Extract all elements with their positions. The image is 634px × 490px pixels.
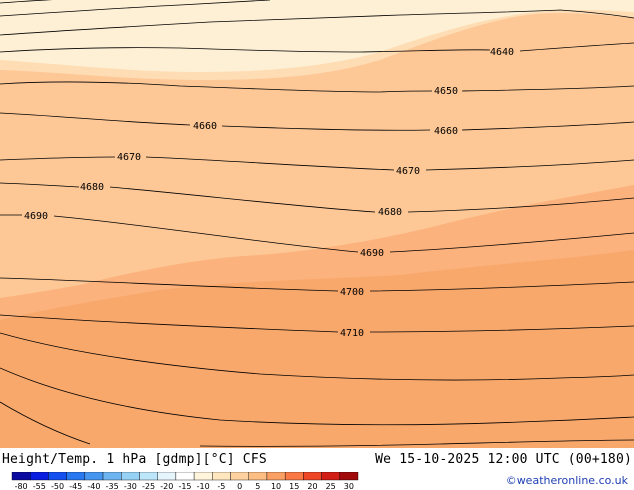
colorbar-tick-label: -45 [69,482,82,490]
colorbar-tick-label: -80 [15,482,28,490]
colorbar-tick-label: -25 [142,482,155,490]
contour-line [0,214,634,253]
colorbar-swatch [84,472,104,481]
colorbar-tick-label: -30 [124,482,137,490]
contour-line [0,81,634,93]
colorbar-tick-label: 25 [326,482,336,490]
colorbar-tick-label: 0 [237,482,242,490]
contour-line [0,401,634,447]
colorbar-swatch [102,472,122,481]
colorbar-tick-label: 20 [307,482,317,490]
colorbar-tick-label: 10 [271,482,281,490]
colorbar-swatch [48,472,67,481]
contour-label: 4670 [117,152,141,163]
contour-label: 4670 [396,166,420,177]
colorbar-tick-label: -35 [106,482,119,490]
colorbar-swatch [284,472,304,481]
valid-time: We 15-10-2025 12:00 UTC (00+180) [375,452,632,467]
contour-label: 4660 [434,126,458,137]
colorbar-tick-label: -55 [33,482,46,490]
colorbar-swatch [11,472,31,481]
map-footer: Height/Temp. 1 hPa [gdmp][°C] CFS We 15-… [0,448,634,490]
contour-label: 4710 [340,328,364,339]
temp-band-coldest [0,0,634,72]
contour-label: 4690 [24,211,48,222]
contour-label: 4650 [434,86,458,97]
colorbar-tick-label: 15 [289,482,299,490]
colorbar-tick-label: -40 [87,482,100,490]
colorbar-swatch [193,472,213,481]
contour-map: 4640 4650 4660 4660 4670 4670 4680 4680 … [0,0,634,448]
contour-line [0,367,634,426]
contour-label: 4680 [80,182,104,193]
map-title: Height/Temp. 1 hPa [gdmp][°C] CFS [2,452,267,467]
contour-line [0,112,634,131]
colorbar-swatch [303,472,322,481]
contour-line [0,0,52,4]
contour-label: 4640 [490,47,514,58]
colorbar-swatch [248,472,268,481]
colorbar-swatch [66,472,86,481]
colorbar-swatch [266,472,286,481]
colorbar-swatch [30,472,49,481]
colorbar-tick-label: -5 [217,482,225,490]
contour-line [0,42,634,53]
contour-line [0,314,634,333]
colorbar-swatch [157,472,177,481]
temperature-colorbar: -80 -55 -50 -45 -40 -35 -30 -25 -20 -15 -10 -5 0 5 10 1… [11,472,359,490]
colorbar-tick-label: -50 [51,482,64,490]
colorbar-swatch [321,472,340,481]
contour-line [0,277,634,292]
contour-line [0,182,634,213]
contour-label: 4680 [378,207,402,218]
colorbar-swatch [121,472,140,481]
colorbar-swatch [230,472,249,481]
colorbar-swatch [139,472,158,481]
credit-link[interactable]: ©weatheronline.co.uk [505,474,628,487]
colorbar-swatch [339,472,359,481]
colorbar-swatch [175,472,195,481]
colorbar-tick-label: 30 [344,482,354,490]
colorbar-tick-label: -10 [197,482,210,490]
contour-label: 4690 [360,248,384,259]
contour-line [0,156,634,171]
colorbar-tick-label: -15 [178,482,191,490]
contour-line [0,0,271,17]
contour-label: 4700 [340,287,364,298]
colorbar-tick-label: -20 [160,482,173,490]
contour-line [0,9,634,36]
contour-label: 4660 [193,121,217,132]
colorbar-swatch [212,472,231,481]
contour-line [0,332,634,381]
colorbar-tick-label: 5 [255,482,260,490]
